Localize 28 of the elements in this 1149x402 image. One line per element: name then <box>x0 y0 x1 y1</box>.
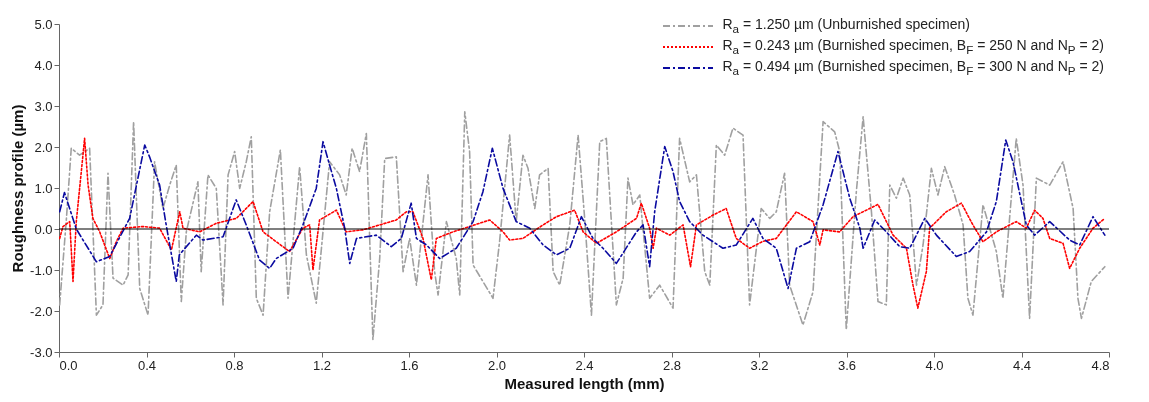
legend-label: R$_{a}$ = 0.494 µm (Burnished specimen, B$_{F}$ = 300 N and N$_{P}$ = 2) <box>722 57 1104 79</box>
y-tick-label: -3.0 <box>30 344 53 360</box>
x-tick-label: 4.0 <box>925 357 944 373</box>
line-series <box>59 110 1106 341</box>
x-tick-label: 2.4 <box>575 357 594 373</box>
y-tick-label: 4.0 <box>34 57 53 73</box>
y-tick-label: 0.0 <box>34 221 53 237</box>
legend-label: R$_{a}$ = 0.243 µm (Burnished specimen, B$_{F}$ = 250 N and N$_{P}$ = 2) <box>722 36 1104 58</box>
y-tick-label: 5.0 <box>34 16 53 32</box>
x-axis-title: Measured length (mm) <box>504 374 665 392</box>
x-tick-label: 2.0 <box>487 357 507 373</box>
x-tick-label: 2.8 <box>662 357 682 373</box>
x-tick-label: 0.0 <box>59 357 78 373</box>
y-tick-label: -2.0 <box>30 303 53 319</box>
x-tick-label: 1.2 <box>312 357 332 373</box>
y-axis-title: Roughness profile (µm) <box>9 104 27 273</box>
x-tick-label: 1.6 <box>400 357 419 373</box>
y-tick-label: 1.0 <box>34 180 53 196</box>
x-tick-label: 0.8 <box>225 357 244 373</box>
y-tick-label: -1.0 <box>30 262 53 278</box>
y-tick-label: 2.0 <box>34 139 53 155</box>
x-tick-label: 4.4 <box>1012 357 1032 373</box>
legend-label: R$_{a}$ = 1.250 µm (Unburnished specimen) <box>722 16 971 37</box>
y-tick-label: 3.0 <box>34 98 53 114</box>
x-tick-label: 3.6 <box>837 357 857 373</box>
x-tick-label: 0.4 <box>137 357 157 373</box>
x-tick-label: 4.8 <box>1091 357 1110 373</box>
x-tick-label: 3.2 <box>750 357 769 373</box>
